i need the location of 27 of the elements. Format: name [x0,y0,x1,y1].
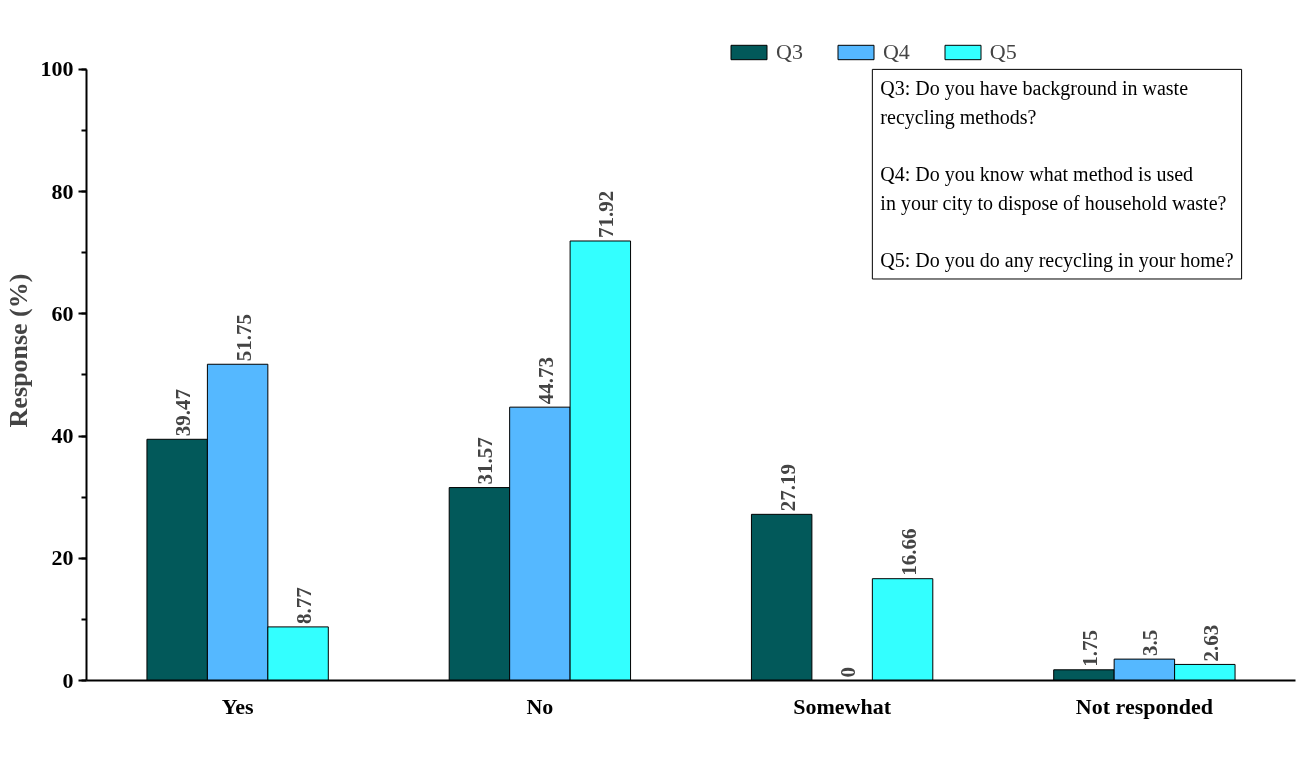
data-label: 8.77 [292,587,317,624]
x-tick-label: No [526,693,554,719]
data-label: 39.47 [171,389,196,437]
data-label: 1.75 [1077,630,1102,667]
data-label: 31.57 [473,437,498,485]
legend-label: Q3 [776,39,803,65]
y-tick-label: 40 [51,423,74,449]
data-label: 2.63 [1198,624,1223,662]
data-label: 44.73 [533,356,558,405]
y-tick-label: 60 [51,300,74,326]
legend-label: Q5 [989,39,1017,65]
data-label: 71.92 [594,190,619,238]
x-tick-label: Somewhat [793,693,892,719]
x-tick-label: Not responded [1075,693,1213,719]
y-tick-label: 0 [62,667,74,693]
y-axis-title: Response (%) [3,273,33,428]
data-label: 51.75 [231,314,256,362]
data-label: 27.19 [775,464,800,512]
y-tick-label: 20 [51,545,74,571]
legend-label: Q4 [882,39,910,65]
data-label: 16.66 [896,528,921,576]
data-label: 0 [836,667,861,678]
data-label: 3.5 [1138,629,1163,657]
y-tick-label: 100 [40,56,74,82]
text: Q3: Do you have background in waste recycling methods? Q4: Do you know what method is used in your city to dispose of household waste? Q5: Do you do any recycling in your home? [880,77,1234,271]
y-tick-label: 80 [51,178,74,204]
x-tick-label: Yes [221,693,254,719]
